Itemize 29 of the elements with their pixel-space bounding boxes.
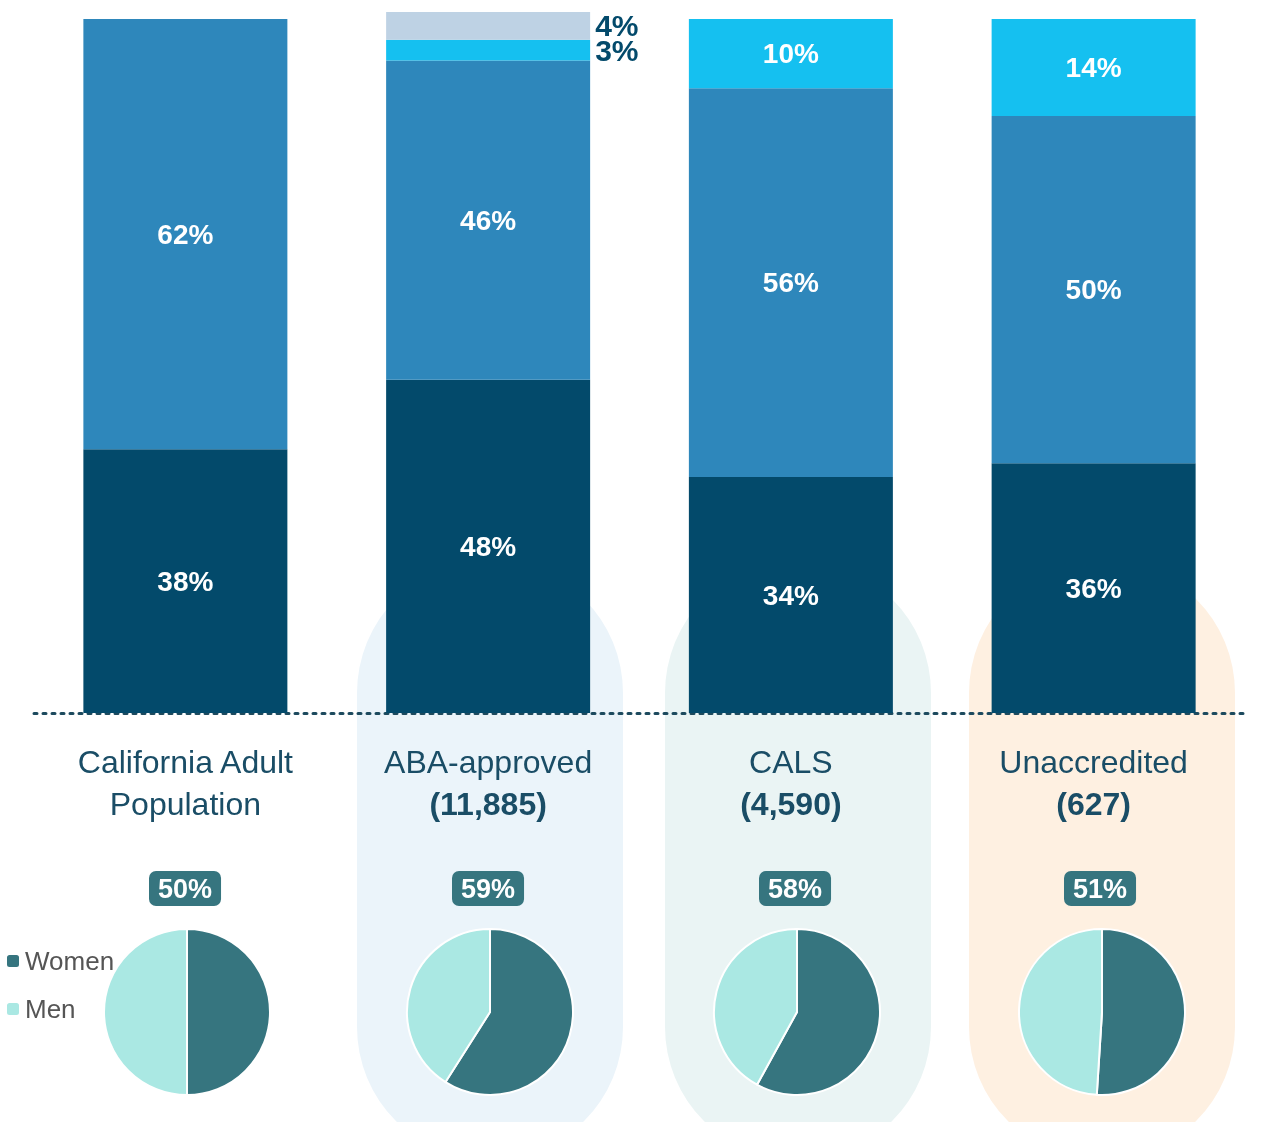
data-label: 46%	[460, 204, 517, 236]
data-label: 34%	[762, 579, 819, 611]
bar	[386, 39, 591, 61]
legend-label: Women	[25, 946, 115, 976]
data-label: 62%	[157, 218, 214, 250]
bar	[688, 18, 893, 89]
data-label: 48%	[460, 530, 517, 562]
data-label: 59%	[461, 873, 516, 904]
bar	[83, 18, 288, 450]
bar	[991, 18, 1196, 117]
data-label: 50%	[1065, 274, 1122, 306]
x-tick-label: Unaccredited (627)	[999, 744, 1188, 822]
bar	[386, 60, 591, 380]
legend-label: Men	[25, 994, 76, 1024]
data-label: 36%	[1065, 572, 1122, 604]
x-tick-label: ABA-approved (11,885)	[384, 744, 593, 822]
bar	[991, 116, 1196, 464]
data-label: 10%	[762, 38, 819, 70]
x-tick-label: California Adult Population	[77, 744, 294, 822]
data-label: 58%	[768, 873, 823, 904]
bar	[688, 88, 893, 478]
bar	[386, 12, 591, 40]
data-label: 51%	[1073, 873, 1128, 904]
data-label: 50%	[158, 873, 213, 904]
data-label: 56%	[762, 267, 819, 299]
data-label: 14%	[1065, 52, 1122, 84]
data-label: 38%	[157, 565, 214, 597]
bar	[83, 449, 288, 713]
x-tick-label: CALS (4,590)	[740, 744, 842, 822]
